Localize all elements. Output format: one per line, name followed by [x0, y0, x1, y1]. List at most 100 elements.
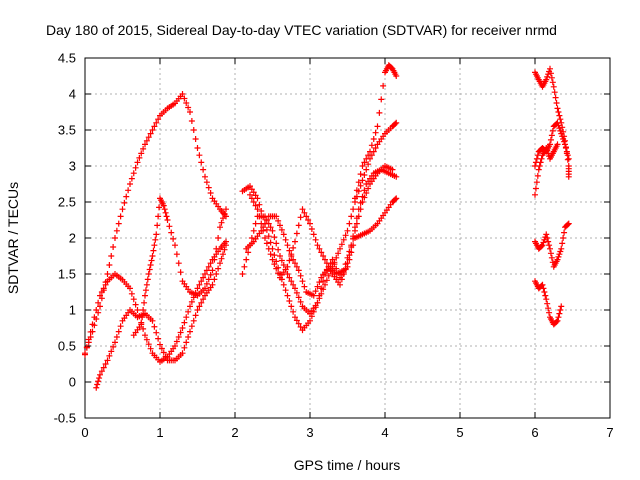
data-point	[290, 308, 297, 315]
data-point	[164, 217, 171, 223]
data-point	[325, 272, 332, 279]
data-point	[273, 213, 280, 220]
data-point	[544, 300, 551, 307]
data-point	[145, 134, 152, 141]
data-point	[284, 271, 291, 277]
data-point	[123, 193, 130, 200]
data-point	[258, 208, 265, 214]
data-point	[561, 229, 568, 236]
x-tick-label: 1	[156, 425, 163, 440]
data-point	[162, 209, 169, 216]
data-point	[130, 170, 137, 177]
data-point	[546, 309, 553, 316]
data-point	[115, 220, 122, 227]
data-point	[337, 245, 343, 252]
data-point	[202, 285, 208, 292]
data-point	[97, 303, 103, 310]
data-point	[202, 271, 208, 277]
data-point	[344, 227, 351, 234]
data-point	[288, 278, 295, 285]
data-point	[140, 325, 147, 332]
data-point	[143, 281, 150, 288]
data-point	[100, 285, 107, 292]
data-point	[252, 202, 259, 209]
data-point	[220, 215, 226, 222]
data-point	[263, 217, 270, 223]
data-point	[254, 206, 261, 213]
data-point	[190, 317, 197, 324]
data-point	[562, 141, 568, 148]
data-point	[147, 262, 154, 268]
data-point	[82, 351, 88, 358]
data-point	[271, 234, 278, 241]
data-point	[196, 152, 203, 159]
data-point	[340, 236, 347, 243]
data-point	[181, 95, 188, 102]
data-point	[183, 100, 190, 106]
data-point	[318, 249, 325, 256]
data-point	[267, 224, 274, 231]
data-point	[295, 222, 302, 229]
data-point	[546, 242, 553, 249]
data-point	[292, 238, 298, 245]
data-point	[138, 150, 145, 157]
x-tick-label: 0	[81, 425, 88, 440]
grid	[85, 58, 610, 418]
data-point	[307, 220, 313, 227]
data-point	[194, 307, 201, 313]
data-point	[112, 339, 118, 346]
data-point	[173, 251, 180, 258]
data-point	[185, 334, 192, 340]
data-point	[250, 227, 257, 234]
data-point	[127, 285, 133, 292]
data-point	[104, 357, 111, 364]
data-point	[188, 323, 195, 330]
data-point	[192, 312, 199, 319]
series-seg-a	[82, 91, 229, 357]
data-point	[547, 141, 553, 148]
data-point	[536, 163, 543, 169]
data-point	[543, 296, 550, 303]
data-point	[179, 91, 186, 97]
data-point	[312, 236, 319, 243]
data-point	[223, 206, 229, 213]
data-point	[352, 227, 358, 234]
data-point	[207, 190, 214, 196]
data-point	[263, 240, 270, 247]
data-point	[132, 301, 139, 308]
data-point	[558, 245, 565, 252]
data-point	[134, 159, 141, 166]
y-tick-label: 2	[69, 231, 76, 246]
data-point	[559, 124, 566, 131]
data-point	[203, 267, 210, 274]
x-tick-label: 4	[381, 425, 388, 440]
data-point	[108, 253, 115, 259]
data-point	[361, 159, 368, 166]
data-point	[247, 191, 253, 198]
data-point	[258, 220, 265, 227]
data-point	[547, 70, 554, 77]
data-point	[561, 138, 568, 145]
data-point	[284, 242, 291, 249]
data-point	[177, 269, 184, 276]
data-point	[370, 136, 377, 142]
data-point	[198, 299, 205, 306]
data-point	[353, 220, 360, 227]
data-point	[547, 65, 553, 72]
data-point	[200, 296, 207, 303]
data-point	[128, 290, 135, 297]
data-point	[149, 253, 156, 259]
data-points	[82, 62, 572, 391]
x-tick-label: 6	[531, 425, 538, 440]
data-point	[355, 213, 362, 220]
data-point	[545, 238, 552, 245]
data-point	[346, 252, 353, 259]
y-tick-label: 4	[69, 87, 76, 102]
data-point	[322, 281, 328, 288]
data-point	[376, 109, 383, 116]
data-point	[163, 213, 170, 220]
data-point	[148, 257, 155, 264]
data-point	[553, 318, 560, 325]
data-point	[175, 260, 182, 267]
data-point	[331, 261, 338, 268]
